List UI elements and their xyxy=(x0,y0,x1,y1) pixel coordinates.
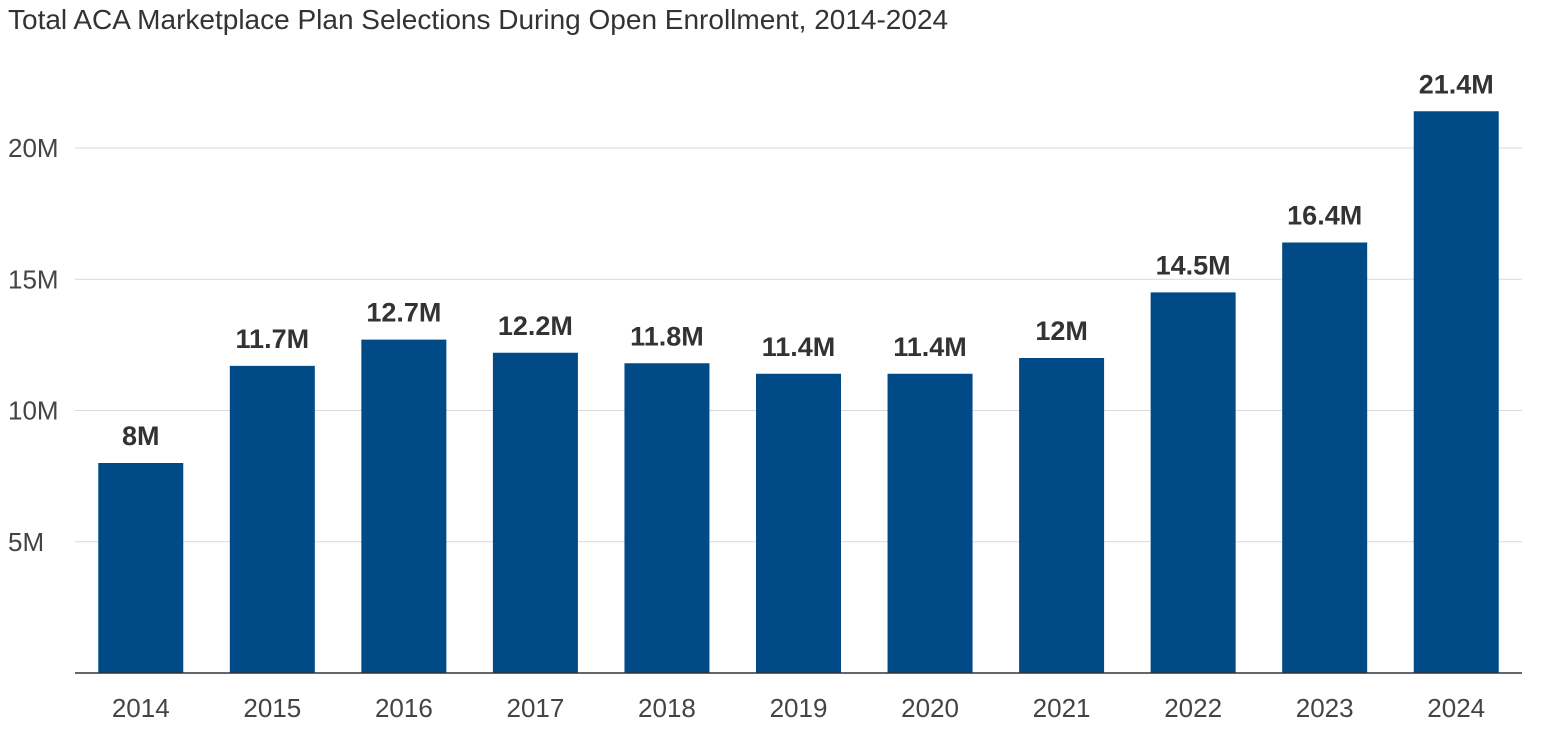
data-label: 12.2M xyxy=(498,311,573,341)
data-label: 8M xyxy=(122,421,160,451)
bar-2021 xyxy=(1019,358,1105,673)
bar-2015 xyxy=(229,365,315,673)
bar-2016 xyxy=(361,339,447,673)
y-tick-label: 20M xyxy=(8,133,59,163)
y-tick-label: 10M xyxy=(8,396,59,426)
data-label: 14.5M xyxy=(1156,250,1231,280)
data-label: 11.7M xyxy=(236,324,310,354)
x-tick-label: 2024 xyxy=(1427,693,1485,723)
data-label: 16.4M xyxy=(1287,201,1362,231)
x-tick-label: 2018 xyxy=(638,693,696,723)
x-tick-label: 2022 xyxy=(1164,693,1222,723)
x-tick-label: 2020 xyxy=(901,693,959,723)
bar-2018 xyxy=(624,363,710,673)
x-tick-label: 2021 xyxy=(1033,693,1091,723)
chart-title: Total ACA Marketplace Plan Selections Du… xyxy=(8,4,949,35)
bar-2014 xyxy=(98,463,184,673)
x-tick-label: 2016 xyxy=(375,693,433,723)
y-tick-label: 5M xyxy=(8,527,44,557)
x-tick-label: 2014 xyxy=(112,693,170,723)
x-tick-label: 2017 xyxy=(506,693,564,723)
data-label: 12M xyxy=(1035,316,1088,346)
bars xyxy=(98,111,1499,673)
bar-2022 xyxy=(1150,292,1236,673)
bar-2020 xyxy=(887,373,973,673)
data-label: 11.8M xyxy=(630,321,704,351)
x-tick-label: 2015 xyxy=(243,693,301,723)
x-tick-label: 2023 xyxy=(1296,693,1354,723)
x-tick-label: 2019 xyxy=(770,693,828,723)
y-tick-label: 15M xyxy=(8,264,59,294)
bar-2017 xyxy=(492,352,578,673)
x-axis: 2014 2015 2016 2017 2018 2019 2020 2021 2022 2023… xyxy=(75,672,1522,723)
bar-2023 xyxy=(1282,242,1368,673)
data-label: 12.7M xyxy=(366,298,441,328)
data-labels: 8M 11.7M 12.7M 12.2M 11.8M 11.4M 11.4M 12M 14.5M… xyxy=(122,69,1494,451)
y-axis: 5M 10M 15M 20M xyxy=(8,133,59,557)
data-label: 11.4M xyxy=(762,332,836,362)
bar-2019 xyxy=(756,373,841,673)
data-label: 21.4M xyxy=(1419,69,1494,99)
data-label: 11.4M xyxy=(893,332,967,362)
bar-2024 xyxy=(1413,111,1499,673)
